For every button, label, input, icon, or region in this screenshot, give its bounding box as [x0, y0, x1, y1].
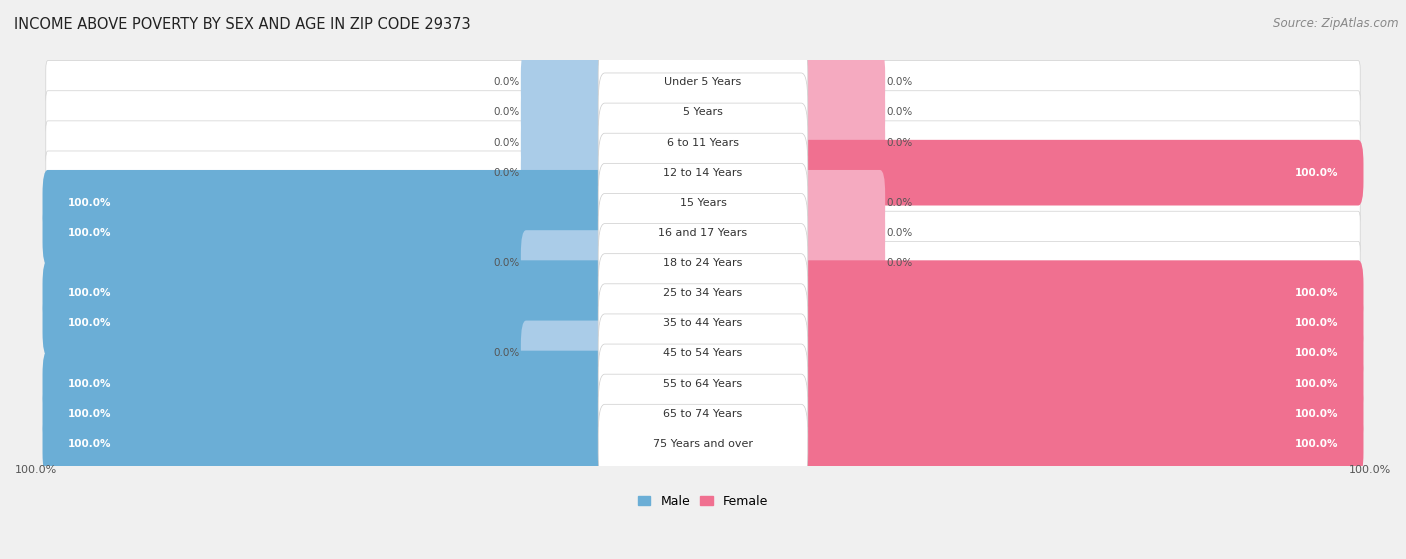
FancyBboxPatch shape: [796, 350, 1364, 416]
FancyBboxPatch shape: [42, 350, 610, 416]
FancyBboxPatch shape: [796, 381, 1364, 447]
Text: 0.0%: 0.0%: [886, 77, 912, 87]
FancyBboxPatch shape: [598, 254, 808, 333]
FancyBboxPatch shape: [42, 170, 610, 236]
Text: 6 to 11 Years: 6 to 11 Years: [666, 138, 740, 148]
FancyBboxPatch shape: [598, 73, 808, 152]
FancyBboxPatch shape: [598, 224, 808, 302]
Text: 0.0%: 0.0%: [494, 258, 520, 268]
FancyBboxPatch shape: [46, 151, 1360, 195]
Text: 0.0%: 0.0%: [886, 198, 912, 208]
Text: 100.0%: 100.0%: [1295, 288, 1339, 298]
Text: 100.0%: 100.0%: [1348, 466, 1391, 476]
FancyBboxPatch shape: [598, 284, 808, 363]
Text: 100.0%: 100.0%: [1295, 378, 1339, 389]
FancyBboxPatch shape: [42, 260, 610, 326]
Text: 100.0%: 100.0%: [1295, 168, 1339, 178]
FancyBboxPatch shape: [46, 422, 1360, 466]
Text: 0.0%: 0.0%: [494, 107, 520, 117]
FancyBboxPatch shape: [46, 272, 1360, 315]
FancyBboxPatch shape: [598, 404, 808, 483]
FancyBboxPatch shape: [46, 302, 1360, 345]
Text: 100.0%: 100.0%: [1295, 439, 1339, 449]
Text: Under 5 Years: Under 5 Years: [665, 77, 741, 87]
FancyBboxPatch shape: [46, 91, 1360, 134]
Text: 0.0%: 0.0%: [886, 138, 912, 148]
FancyBboxPatch shape: [598, 374, 808, 453]
Text: 35 to 44 Years: 35 to 44 Years: [664, 318, 742, 328]
Text: 100.0%: 100.0%: [67, 378, 111, 389]
Text: 100.0%: 100.0%: [67, 439, 111, 449]
FancyBboxPatch shape: [46, 241, 1360, 285]
Text: 100.0%: 100.0%: [67, 318, 111, 328]
Text: 0.0%: 0.0%: [494, 77, 520, 87]
Text: 18 to 24 Years: 18 to 24 Years: [664, 258, 742, 268]
Text: 0.0%: 0.0%: [886, 228, 912, 238]
FancyBboxPatch shape: [796, 320, 1364, 386]
FancyBboxPatch shape: [520, 110, 610, 176]
Text: Source: ZipAtlas.com: Source: ZipAtlas.com: [1274, 17, 1399, 30]
Text: 0.0%: 0.0%: [494, 348, 520, 358]
FancyBboxPatch shape: [46, 60, 1360, 104]
Text: 5 Years: 5 Years: [683, 107, 723, 117]
FancyBboxPatch shape: [520, 230, 610, 296]
FancyBboxPatch shape: [796, 291, 1364, 356]
FancyBboxPatch shape: [796, 110, 886, 176]
Text: 55 to 64 Years: 55 to 64 Years: [664, 378, 742, 389]
FancyBboxPatch shape: [42, 200, 610, 266]
FancyBboxPatch shape: [520, 79, 610, 145]
FancyBboxPatch shape: [598, 133, 808, 212]
Text: 65 to 74 Years: 65 to 74 Years: [664, 409, 742, 419]
Text: 12 to 14 Years: 12 to 14 Years: [664, 168, 742, 178]
Text: 100.0%: 100.0%: [15, 466, 58, 476]
FancyBboxPatch shape: [46, 331, 1360, 375]
Text: 16 and 17 Years: 16 and 17 Years: [658, 228, 748, 238]
Text: 15 Years: 15 Years: [679, 198, 727, 208]
Text: 45 to 54 Years: 45 to 54 Years: [664, 348, 742, 358]
FancyBboxPatch shape: [42, 381, 610, 447]
Text: INCOME ABOVE POVERTY BY SEX AND AGE IN ZIP CODE 29373: INCOME ABOVE POVERTY BY SEX AND AGE IN Z…: [14, 17, 471, 32]
Text: 25 to 34 Years: 25 to 34 Years: [664, 288, 742, 298]
FancyBboxPatch shape: [520, 50, 610, 115]
Text: 0.0%: 0.0%: [494, 168, 520, 178]
Text: 100.0%: 100.0%: [67, 288, 111, 298]
FancyBboxPatch shape: [598, 344, 808, 423]
FancyBboxPatch shape: [796, 170, 886, 236]
FancyBboxPatch shape: [46, 211, 1360, 254]
Text: 0.0%: 0.0%: [886, 107, 912, 117]
Text: 100.0%: 100.0%: [1295, 318, 1339, 328]
FancyBboxPatch shape: [796, 411, 1364, 477]
Text: 0.0%: 0.0%: [886, 258, 912, 268]
FancyBboxPatch shape: [796, 79, 886, 145]
FancyBboxPatch shape: [598, 103, 808, 182]
FancyBboxPatch shape: [46, 362, 1360, 405]
FancyBboxPatch shape: [42, 291, 610, 356]
Text: 100.0%: 100.0%: [67, 228, 111, 238]
FancyBboxPatch shape: [598, 43, 808, 122]
Text: 75 Years and over: 75 Years and over: [652, 439, 754, 449]
FancyBboxPatch shape: [46, 181, 1360, 225]
FancyBboxPatch shape: [796, 230, 886, 296]
FancyBboxPatch shape: [46, 392, 1360, 435]
FancyBboxPatch shape: [42, 411, 610, 477]
FancyBboxPatch shape: [598, 314, 808, 393]
Text: 100.0%: 100.0%: [67, 409, 111, 419]
Text: 0.0%: 0.0%: [494, 138, 520, 148]
FancyBboxPatch shape: [598, 163, 808, 242]
FancyBboxPatch shape: [520, 140, 610, 206]
Text: 100.0%: 100.0%: [1295, 409, 1339, 419]
Text: 100.0%: 100.0%: [67, 198, 111, 208]
FancyBboxPatch shape: [796, 50, 886, 115]
Text: 100.0%: 100.0%: [1295, 348, 1339, 358]
FancyBboxPatch shape: [796, 140, 1364, 206]
FancyBboxPatch shape: [46, 121, 1360, 164]
FancyBboxPatch shape: [796, 260, 1364, 326]
FancyBboxPatch shape: [598, 193, 808, 272]
FancyBboxPatch shape: [520, 320, 610, 386]
FancyBboxPatch shape: [796, 200, 886, 266]
Legend: Male, Female: Male, Female: [633, 490, 773, 513]
